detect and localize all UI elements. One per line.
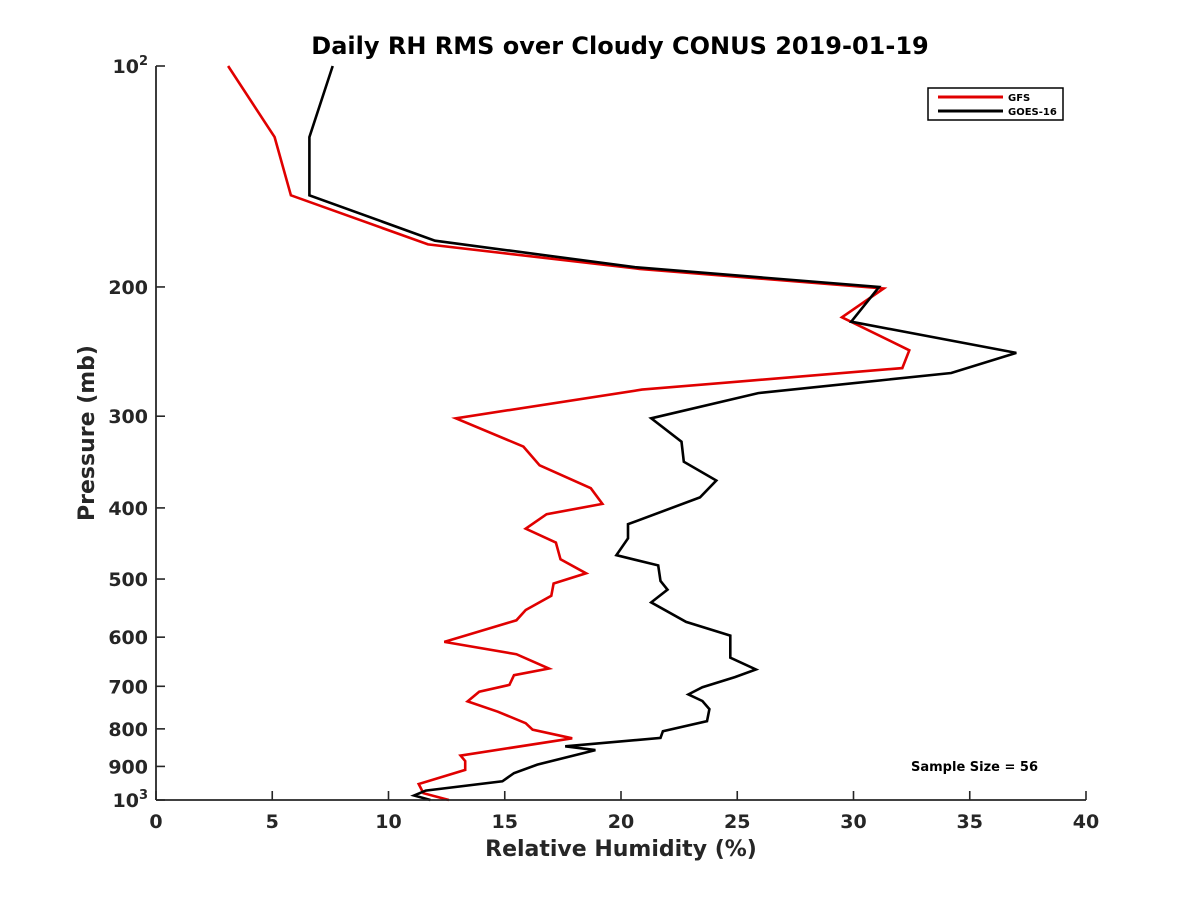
y-ticks: 102 200 300 400 500 600 700 800 900 103: [108, 54, 165, 812]
y-tick-label: 103: [113, 788, 149, 812]
series-line-gfs: [227, 65, 911, 802]
x-tick-label: 15: [492, 811, 518, 833]
series-line-goes16: [308, 65, 1017, 802]
y-tick-label: 400: [108, 498, 148, 520]
x-ticks: 0 5 10 15 20 25 30 35 40: [149, 791, 1099, 833]
x-tick-label: 35: [957, 811, 983, 833]
x-tick-label: 25: [724, 811, 750, 833]
x-tick-label: 0: [149, 811, 162, 833]
legend-label-goes16: GOES-16: [1008, 107, 1057, 118]
series-layer: [227, 65, 1017, 802]
y-axis-label: Pressure (mb): [75, 345, 100, 521]
x-tick-label: 30: [840, 811, 866, 833]
y-tick-label: 600: [108, 627, 148, 649]
sample-size-annotation: Sample Size = 56: [911, 760, 1038, 775]
x-tick-label: 40: [1073, 811, 1099, 833]
legend-label-gfs: GFS: [1008, 93, 1030, 104]
chart-title: Daily RH RMS over Cloudy CONUS 2019-01-1…: [311, 32, 928, 60]
y-tick-label: 200: [108, 277, 148, 299]
legend-box: [927, 87, 1064, 121]
y-tick-label: 300: [108, 406, 148, 428]
x-tick-label: 10: [375, 811, 401, 833]
y-tick-label: 800: [108, 719, 148, 741]
y-tick-label: 700: [108, 676, 148, 698]
y-tick-label: 102: [113, 54, 149, 78]
x-tick-label: 5: [266, 811, 279, 833]
x-axis-label: Relative Humidity (%): [485, 837, 757, 862]
axes: [155, 66, 1086, 801]
x-tick-label: 20: [608, 811, 634, 833]
legend: GFS GOES-16: [927, 87, 1064, 121]
y-tick-label: 900: [108, 756, 148, 778]
y-tick-label: 500: [108, 569, 148, 591]
